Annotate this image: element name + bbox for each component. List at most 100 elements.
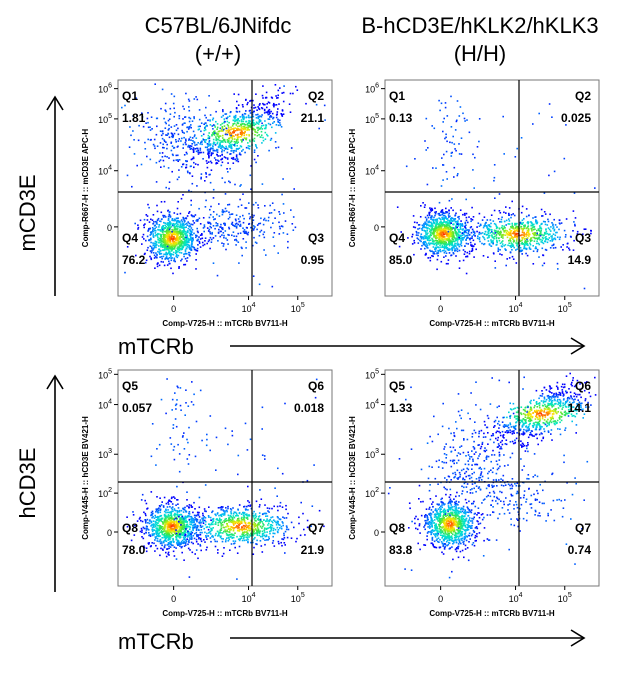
event-dot [169,505,171,508]
event-dot [234,183,236,186]
event-dot [427,221,429,223]
event-dot [274,84,277,86]
event-dot [169,528,172,531]
event-dot [242,128,245,131]
event-dot [254,144,257,146]
event-dot [413,221,416,224]
event-dot [511,249,513,251]
event-dot [443,221,446,223]
event-dot [223,156,226,158]
quadrant-name: Q4 [389,231,405,245]
event-dot [457,244,459,246]
event-dot [163,510,166,513]
event-dot [163,147,165,149]
event-dot [451,228,453,231]
event-dot [152,214,155,216]
event-dot [472,245,474,248]
event-dot [270,226,272,229]
event-dot [159,233,162,236]
event-dot [234,130,237,132]
event-dot [162,246,164,248]
event-dot [184,527,186,529]
event-dot [153,225,156,227]
event-dot [449,239,451,241]
event-dot [447,243,449,245]
event-dot [447,214,450,216]
event-dot [196,230,199,233]
event-dot [292,229,295,231]
event-dot [521,230,524,232]
event-dot [168,211,171,214]
event-dot [234,225,236,228]
event-dot [271,126,273,129]
event-dot [453,246,455,248]
event-dot [424,204,426,206]
event-dot [192,148,195,151]
event-dot [276,526,279,529]
event-dot [433,253,436,255]
event-dot [211,231,213,234]
event-dot [180,219,183,221]
event-dot [231,213,233,215]
event-dot [126,246,129,248]
event-dot [254,106,257,109]
event-dot [170,267,172,270]
event-dot [167,509,169,511]
event-dot [257,522,260,524]
event-dot [168,187,170,190]
event-dot [200,122,203,124]
event-dot [278,211,280,213]
event-dot [160,241,162,243]
event-dot [143,532,146,535]
event-dot [432,255,434,258]
event-dot [165,535,168,538]
event-dot [161,542,163,544]
event-dot [425,218,428,220]
event-dot [467,243,469,245]
event-dot [151,128,153,130]
event-dot [234,223,237,225]
event-dot [245,146,248,149]
event-dot [272,104,275,106]
event-dot [405,165,408,168]
event-dot [560,246,562,248]
event-dot [178,117,181,120]
event-dot [267,219,270,222]
event-dot [156,516,158,518]
event-dot [228,126,230,129]
event-dot [194,163,197,165]
event-dot [229,131,232,134]
event-dot [170,93,173,95]
event-dot [163,227,166,229]
event-dot [558,238,561,241]
event-dot [562,244,564,246]
event-dot [187,221,189,223]
event-dot [475,248,477,251]
event-dot [170,512,173,514]
event-dot [151,524,153,526]
event-dot [237,148,239,150]
event-dot [537,238,539,240]
event-dot [143,546,146,549]
event-dot [180,521,182,524]
event-dot [396,206,399,208]
event-dot [195,529,198,532]
event-dot [429,259,432,262]
event-dot [173,514,175,516]
event-dot [173,212,176,214]
event-dot [472,230,475,232]
event-dot [195,234,197,237]
event-dot [175,536,177,538]
event-dot [161,536,163,539]
event-dot [253,236,255,239]
event-dot [244,130,246,133]
event-dot [531,222,533,224]
event-dot [166,222,169,225]
event-dot [305,102,307,105]
event-dot [213,143,215,145]
event-dot [182,230,185,232]
event-dot [165,538,167,540]
event-dot [188,109,191,112]
event-dot [240,119,243,121]
event-dot [182,246,185,249]
